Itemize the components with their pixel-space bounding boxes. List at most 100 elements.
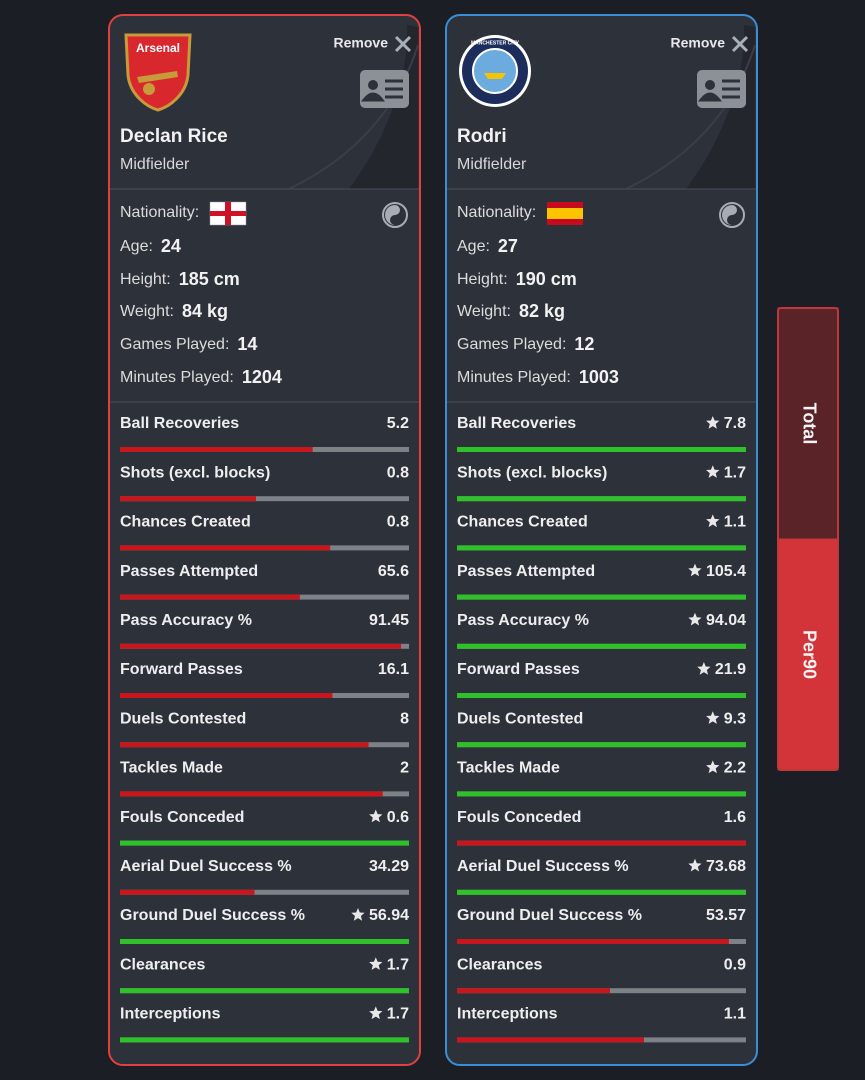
stat-bar xyxy=(457,643,746,649)
stat-bar xyxy=(457,1037,644,1043)
stat-label: Ground Duel Success % xyxy=(120,907,305,924)
info-value: 185 cm xyxy=(179,269,240,289)
stat-bar xyxy=(120,1037,409,1043)
compare-icon[interactable] xyxy=(719,202,745,228)
stat-bar xyxy=(120,840,409,846)
badge-cannon xyxy=(137,71,178,83)
id-card-head xyxy=(705,80,715,90)
badge-text: Arsenal xyxy=(136,41,180,55)
flag-cross xyxy=(210,211,246,216)
stat-value: 34.29 xyxy=(369,858,409,875)
badge-inner xyxy=(472,48,518,94)
toggle-frame xyxy=(777,307,839,771)
stat-value: 0.8 xyxy=(387,464,409,481)
toggle-label[interactable]: Total xyxy=(799,403,819,445)
header-swoosh xyxy=(288,44,419,190)
stat-bar xyxy=(457,496,746,502)
stat-value: 2.2 xyxy=(724,760,746,777)
best-star xyxy=(688,563,702,577)
stat-value: 1.1 xyxy=(724,1006,746,1023)
stat-value: 5.2 xyxy=(387,415,409,432)
stat-bar xyxy=(457,988,610,994)
player-card: MANCHESTER CITY Remove Rodri Midfielder Nati… xyxy=(445,14,758,1066)
stat-label: Tackles Made xyxy=(120,760,223,777)
info-label: Weight: xyxy=(457,303,511,320)
remove-icon[interactable] xyxy=(731,35,749,53)
stat-label: Chances Created xyxy=(120,514,251,531)
info-label: Weight: xyxy=(120,303,174,320)
stat-bar xyxy=(457,840,746,846)
stat-bar xyxy=(457,939,729,944)
stat-bar xyxy=(120,889,255,895)
stat-label: Aerial Duel Success % xyxy=(457,858,629,875)
player-card: Arsenal Remove Declan Rice Midfielder Nation… xyxy=(108,14,421,1066)
stat-value: 1.7 xyxy=(387,1006,409,1023)
info-label: Height: xyxy=(457,271,508,288)
best-star xyxy=(369,1006,383,1020)
info-label: Games Played: xyxy=(457,336,566,353)
stat-label: Fouls Conceded xyxy=(457,809,581,826)
flag-band xyxy=(547,208,583,219)
stat-bar xyxy=(457,545,746,551)
stat-bar xyxy=(457,742,746,748)
best-star xyxy=(706,416,720,429)
player-name: Declan Rice xyxy=(120,126,228,147)
stat-value: 0.8 xyxy=(387,514,409,531)
compare-icon-inner xyxy=(722,205,737,225)
stat-bar xyxy=(120,742,369,748)
stat-label: Interceptions xyxy=(457,1006,558,1023)
player-name: Rodri xyxy=(457,126,507,147)
id-card-head xyxy=(368,80,378,90)
info-value: 82 kg xyxy=(519,301,565,321)
badge-text: MANCHESTER CITY xyxy=(471,40,520,46)
stat-label: Aerial Duel Success % xyxy=(120,858,292,875)
stat-bar xyxy=(457,693,746,698)
info-label: Height: xyxy=(120,271,171,288)
best-star xyxy=(688,612,702,626)
toggle-option[interactable] xyxy=(777,307,839,540)
stat-label: Duels Contested xyxy=(120,710,246,727)
best-star xyxy=(706,514,720,528)
remove-label[interactable]: Remove xyxy=(671,35,726,51)
player-position: Midfielder xyxy=(457,156,527,173)
info-value: 14 xyxy=(237,334,257,354)
badge-banner xyxy=(129,40,187,56)
info-label: Age: xyxy=(457,238,490,255)
info-value: 1204 xyxy=(242,367,282,387)
remove-icon[interactable] xyxy=(394,35,412,53)
stat-value: 105.4 xyxy=(706,563,746,580)
stat-label: Tackles Made xyxy=(457,760,560,777)
toggle-option[interactable] xyxy=(777,538,839,771)
compare-icon[interactable] xyxy=(382,202,408,228)
info-label: Nationality: xyxy=(457,204,536,221)
info-value: 12 xyxy=(574,334,594,354)
compare-icon-inner xyxy=(385,205,400,225)
info-label: Age: xyxy=(120,238,153,255)
stat-label: Pass Accuracy % xyxy=(457,612,589,629)
player-position: Midfielder xyxy=(120,156,190,173)
best-star xyxy=(688,858,702,872)
info-label: Minutes Played: xyxy=(120,369,234,386)
best-star xyxy=(697,662,711,675)
stat-label: Shots (excl. blocks) xyxy=(120,464,270,481)
stat-label: Ball Recoveries xyxy=(457,415,576,432)
stat-label: Duels Contested xyxy=(457,710,583,727)
stat-value: 8 xyxy=(400,710,409,727)
view-toggle: Total Per90 xyxy=(777,307,839,771)
stat-bar xyxy=(457,889,746,895)
stat-value: 0.9 xyxy=(724,956,746,973)
toggle-label[interactable]: Per90 xyxy=(799,630,819,679)
stat-value: 9.3 xyxy=(724,710,746,727)
stat-value: 21.9 xyxy=(715,661,746,678)
header-swoosh xyxy=(625,44,756,190)
stat-bar xyxy=(457,791,746,797)
header-swoosh xyxy=(349,25,418,189)
stat-bar-track xyxy=(120,496,409,502)
remove-label[interactable]: Remove xyxy=(334,35,389,51)
stat-value: 1.7 xyxy=(724,464,746,481)
card-body xyxy=(445,14,758,1066)
info-value: 84 kg xyxy=(182,301,228,321)
stat-value: 2 xyxy=(400,760,409,777)
stat-label: Forward Passes xyxy=(120,661,243,678)
